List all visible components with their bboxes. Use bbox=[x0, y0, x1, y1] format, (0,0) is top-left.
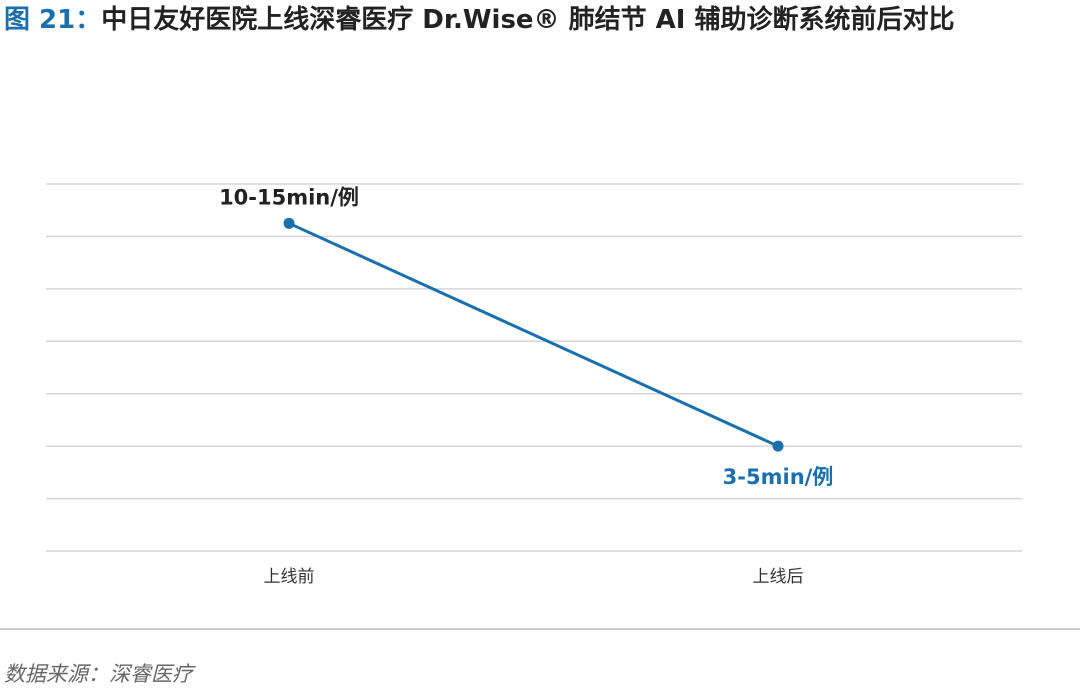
source-note: 数据来源：深睿医疗 bbox=[4, 662, 193, 686]
data-point bbox=[772, 440, 784, 452]
series-line bbox=[287, 221, 780, 448]
data-label: 3-5min/例 bbox=[723, 465, 834, 489]
bottom-divider bbox=[0, 628, 1080, 630]
figure-title: 图 21：中日友好医院上线深睿医疗 Dr.Wise® 肺结节 AI 辅助诊断系统… bbox=[4, 2, 1078, 42]
data-label: 10-15min/例 bbox=[219, 185, 359, 209]
data-point bbox=[283, 217, 295, 229]
x-tick-label: 上线后 bbox=[753, 567, 804, 587]
x-tick-label: 上线前 bbox=[264, 567, 315, 587]
line-chart: 上线前 上线后 10-15min/例 3-5min/例 bbox=[46, 183, 1022, 587]
figure-label: 图 21： bbox=[4, 5, 102, 35]
figure-title-text: 中日友好医院上线深睿医疗 Dr.Wise® 肺结节 AI 辅助诊断系统前后对比 bbox=[101, 5, 955, 35]
